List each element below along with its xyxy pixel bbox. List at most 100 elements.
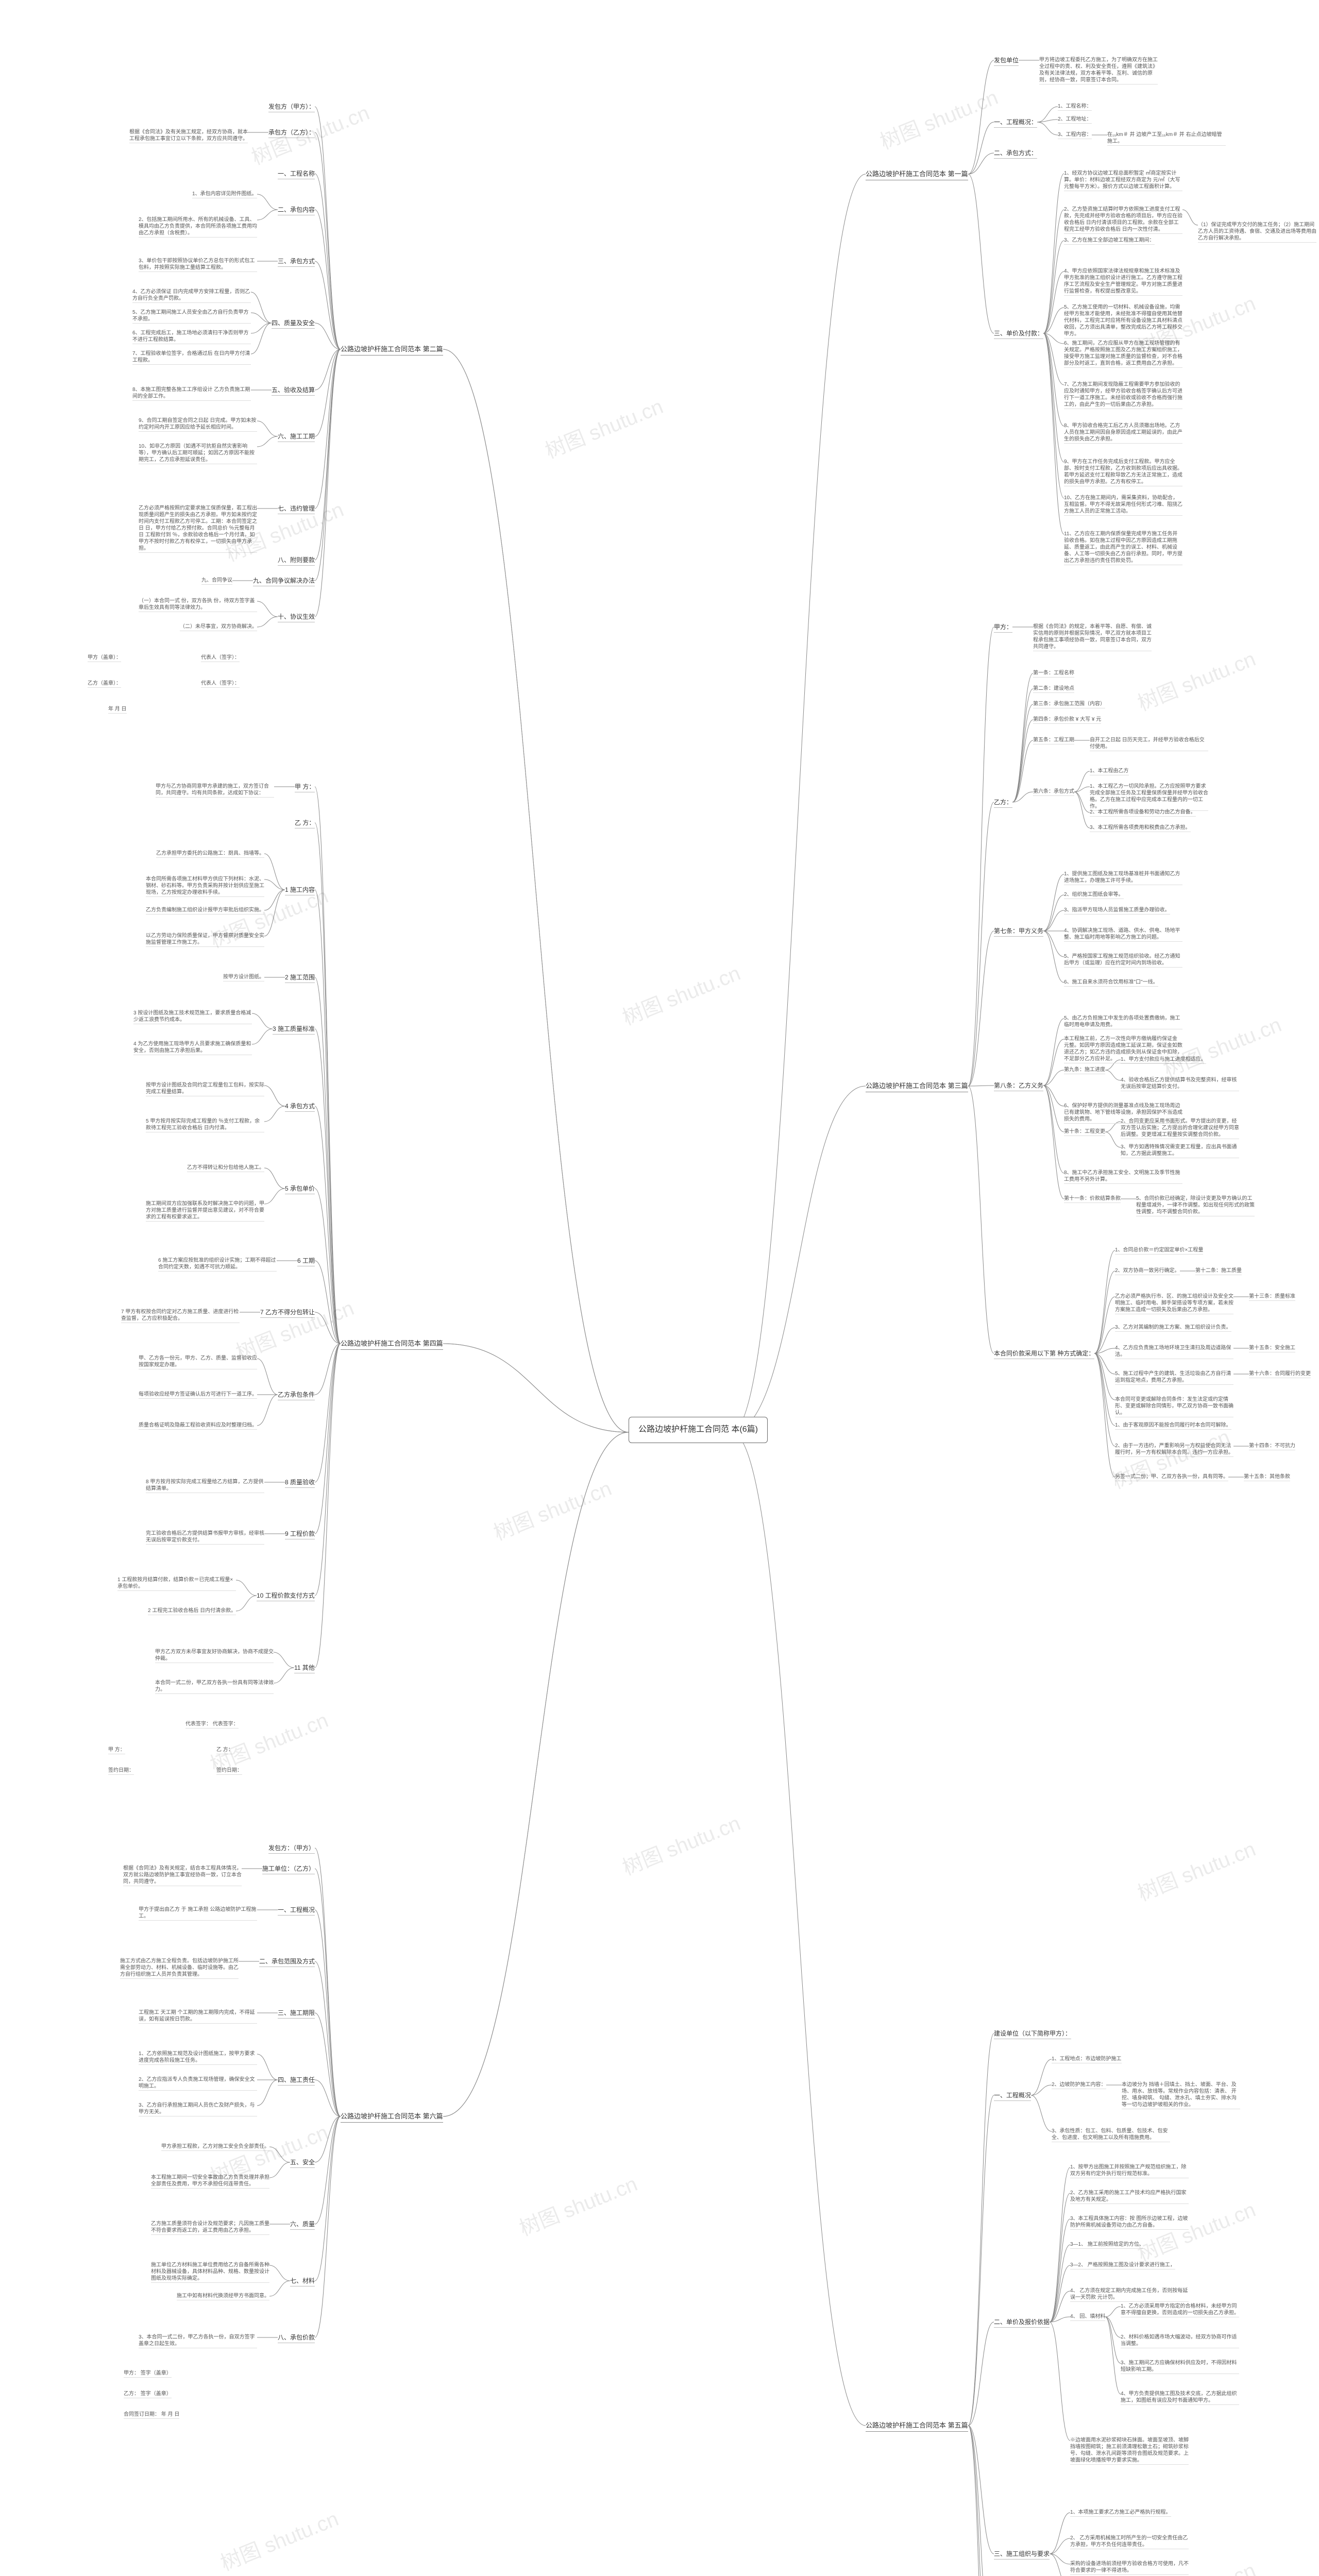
section: 发包方：（甲方） — [268, 1844, 315, 1854]
leaf: 1、本工程由乙方 — [1090, 768, 1129, 775]
leaf: 2、工程地址： — [1058, 116, 1092, 124]
section: 5 承包单价 — [285, 1185, 315, 1194]
leaf: 九、合同争议 — [201, 577, 232, 585]
leaf: 2 工程完工验收合格后 日内付清余款。 — [148, 1607, 236, 1615]
leaf: 3 按设计图纸及施工技术规范施工，要求质量合格减少返工浪费节约成本。 — [133, 1010, 252, 1024]
section: 10 工程价款支付方式 — [257, 1592, 315, 1601]
section: 八、承包价款 — [278, 2334, 315, 2343]
section: 一、工程概况 — [278, 1906, 315, 1916]
leaf: 按甲方设计图纸及合同约定工程量包工包料，按实际完成工程量结算。 — [146, 1082, 264, 1096]
section: 3 施工质量标准 — [273, 1025, 315, 1035]
leaf: 6 施工方案应按批准的组织设计实施；工期不得超过合同约定天数，如遇不可抗力顺延。 — [158, 1257, 277, 1272]
leaf: 根据《合同法》的规定，本着平等、自愿、有偿、诚实信用的原则并根据实际情况，甲乙双… — [1033, 623, 1152, 651]
leaf: 2、包括施工期间所用水、所有的机械设备、工具、模具均由乙方负责提供，本合同所须各… — [139, 216, 257, 238]
section: 1 施工内容 — [285, 886, 315, 895]
leaf: （1）保证完成甲方交付的施工任务；（2）施工期间乙方人员的工资待遇、食宿、交通及… — [1198, 222, 1316, 243]
leaf: 第十二条：施工质量 — [1195, 1267, 1242, 1275]
section: 五、验收及结算 — [272, 386, 315, 396]
leaf: 2、乙方垫资施工结算时甲方依照施工进度支付工程款，先完成并经甲方验收合格的项目后… — [1064, 206, 1182, 234]
leaf: （一）本合同一式 份，双方各执 份，待双方签字盖章后生效具有同等法律效力。 — [139, 598, 257, 612]
branch: 公路边坡护杆施工合同范本 第五篇 — [866, 2421, 968, 2432]
leaf: 3、乙方在施工全部边坡工程施工期间： — [1064, 237, 1155, 245]
sig: 代表签字： 代表签字： — [185, 1721, 239, 1728]
leaf: 3、指派甲方现场人员监督施工质量办理验收。 — [1064, 907, 1170, 914]
leaf: 8 甲方按月按实际完成工程量给乙方结算，乙方提供结算清单。 — [146, 1479, 264, 1493]
sig: 年 月 日 — [108, 706, 127, 714]
leaf: 自开工之日起 日历天完工，并经甲方验收合格后交付使用。 — [1090, 737, 1208, 751]
leaf: 乙方负责编制施工组织设计报甲方审批后组织实施。 — [146, 907, 264, 914]
leaf: 甲方将边坡工程委托乙方施工，为了明确双方在施工全过程中的责、权、利及安全责任，遵… — [1039, 57, 1158, 84]
leaf: 在₁₅km＃ 井 边坡产工至₁₅km＃ 并 右止点边坡暗管施工。 — [1107, 131, 1226, 146]
leaf: 5 甲方按月按实际完成工程量的 ％支付工程款，余款待工程完工验收合格后 日内付清… — [146, 1118, 264, 1132]
leaf: 乙方必须严格执行市、区、的施工组织设计及安全文明施工、临时用电、脚手架搭设等专项… — [1115, 1293, 1233, 1314]
leaf: 本工程施工期间一切安全事故由乙方负责处理并承担全部责任及费用，甲方不承担任何连带… — [151, 2174, 269, 2189]
leaf: ※边坡面用水泥砂浆砌块石抹面。坡面至坡顶、坡脚挡墙按图砌筑；施工前须清理松散土石… — [1070, 2437, 1189, 2465]
leaf: 第十一条：价款结算条款 — [1064, 1195, 1121, 1203]
section: 一、工程概况 — [994, 2092, 1031, 2101]
leaf: 本合同一式二份，甲乙双方各执一份具有同等法律效力。 — [155, 1680, 274, 1694]
leaf: 甲方与乙方协商同意甲方承建的施工，双方签订合同，共同遵守。均有共同条款，达成如下… — [156, 783, 274, 798]
leaf: 2、本工程所需各项设备和劳动力由乙方自备。 — [1090, 809, 1196, 817]
leaf: 3、乙方自行承担施工期间人员伤亡及财产损失，与甲方无关。 — [139, 2102, 257, 2116]
leaf: 第十条：工程变更 — [1064, 1128, 1105, 1136]
leaf: 第九条：施工进度 — [1064, 1066, 1105, 1074]
section: 发包单位 — [994, 57, 1019, 66]
leaf: 10、乙方在施工期间内，需采集资料，协助配合，互相监督。甲方不得无故采用任何形式… — [1064, 495, 1182, 516]
section: 4 承包方式 — [285, 1103, 315, 1112]
leaf: 2、边坡防护施工内容： — [1052, 2081, 1106, 2089]
leaf: 1、工程地点：市边坡防护施工 — [1052, 2056, 1122, 2063]
branch: 公路边坡护杆施工合同范本 第四篇 — [341, 1340, 443, 1350]
sig: 代表人（签字）： — [201, 654, 240, 662]
section: 三、单价及付款： — [994, 330, 1043, 339]
leaf: 完工验收合格后乙方提供结算书报甲方审核，经审核无误后按审定价款支付。 — [146, 1530, 264, 1545]
leaf: 1、由于客观原因不能按合同履行时本合同可解除。 — [1115, 1422, 1231, 1430]
leaf: 以乙方劳动力保险质量保证，甲方督察对质量安全实施监督管理工作施工方。 — [146, 933, 264, 947]
leaf: 每项验收应经甲方签证确认后方可进行下一道工序。 — [139, 1391, 257, 1399]
leaf: 3、工程内容： — [1058, 131, 1092, 139]
leaf: 第十三条：质量标准 — [1249, 1293, 1295, 1301]
leaf: 3、施工期间乙方应确保材料供应及时，不得因材料短缺影响工期。 — [1121, 2360, 1239, 2374]
sig: 代表人（签字）： — [201, 680, 240, 688]
leaf: 4、乙方必须保证 日内完成甲方安排工程量，否则乙方自行负全责产罚款。 — [132, 289, 251, 303]
section: 2 施工范围 — [285, 974, 315, 983]
leaf: 3、本工程所需各项费用和税费由乙方承担。 — [1090, 824, 1191, 832]
leaf: 2、乙方施工采用的施工工产技术均应严格执行国家及地方有关规定。 — [1070, 2190, 1189, 2204]
section: 发包方（甲方）： — [268, 103, 315, 112]
branch: 公路边坡护杆施工合同范本 第一篇 — [866, 170, 968, 180]
leaf: 4、甲方负责提供施工图及技术交底，乙方据此组织施工，如图纸有误应及时书面通知甲方… — [1121, 2391, 1239, 2405]
leaf: 1、甲方支付款应与施工进度相适应。 — [1121, 1056, 1206, 1064]
sig: 乙方（盖章）： — [88, 680, 121, 688]
leaf: 甲方乙方双方未尽事宜友好协商解决，协商不成提交仲裁。 — [155, 1649, 274, 1663]
leaf: 本合同所需各项施工材料甲方供应下列材料：水泥、钢材、砂石料等。甲方负责采购并按计… — [146, 876, 264, 897]
leaf: 7 甲方有权按合同约定对乙方施工质量、进度进行检查监督，乙方应积极配合。 — [121, 1309, 240, 1323]
leaf: 第四条：承包价款 ¥ 大写 ¥ 元 — [1033, 716, 1101, 724]
leaf: 5、乙方施工期间施工人员安全由乙方自行负责甲方不承担。 — [132, 309, 251, 324]
leaf: 3、承包性质：包工、包料、包质量、包技术、包安全、包进度、包文明施工以及所有措施… — [1052, 2128, 1170, 2142]
section: 八、附则要款 — [278, 556, 315, 566]
section: 二、承包范围及方式 — [259, 1958, 315, 1967]
leaf: 1、承包内容详见附件图纸。 — [192, 191, 257, 198]
branch: 公路边坡护杆施工合同范本 第二篇 — [341, 345, 443, 355]
sig: 乙方： 签字（盖章） — [124, 2391, 172, 2398]
leaf: 4、甲方应依照国家法律法规规章和施工技术标准及甲方批准的施工组织设计进行施工。乙… — [1064, 268, 1182, 296]
sig: 签约日期： — [108, 1767, 134, 1775]
leaf: 1、合同总价款＝约定固定单价×工程量 — [1115, 1247, 1203, 1255]
leaf: 甲、乙方各一份元，甲方、乙方、质量、监督验收应按国家规定办理。 — [139, 1355, 257, 1369]
leaf: 质量合格证明及隐蔽工程验收资料应及时整理归档。 — [139, 1422, 257, 1430]
section: 第八条：乙方义务 — [994, 1082, 1043, 1091]
leaf: 4、乙方应负责施工场地环境卫生清扫及周边道路保洁。 — [1115, 1345, 1233, 1359]
section: 七、违约管理 — [278, 505, 315, 514]
leaf: 8、施工中乙方承担施工安全、文明施工及季节性施工费用不另外计算。 — [1064, 1170, 1182, 1184]
leaf: 11、乙方应在工期内保质保量完成甲方施工任务并验收合格。如在施工过程中因乙方原因… — [1064, 531, 1182, 565]
section: 乙方： — [994, 799, 1012, 808]
leaf: 4、协调解决施工现场、道路、供水、供电、场地平整、施工临时用地等影响乙方施工的问… — [1064, 927, 1182, 942]
leaf: 1、乙方依照施工规范及设计图纸施工，按甲方要求进度完成各阶段施工任务。 — [139, 2050, 257, 2065]
section: 二、承包内容 — [278, 206, 315, 215]
leaf: 第二条：建设地点 — [1033, 685, 1074, 693]
leaf: 乙方必须严格按照约定要求施工保质保量，若工程出现质量问题产生的损失由乙方承担。甲… — [139, 505, 257, 553]
leaf: 4、验收合格后乙方提供结算书及完整资料，经审核无误后按审定结算价支付。 — [1121, 1077, 1239, 1091]
leaf: 1 工程款按月结算付款，结算价款＝已完成工程量×承包单价。 — [117, 1577, 236, 1591]
section: 六、质量 — [290, 2221, 315, 2230]
leaf: 另签一式二份；甲、乙双方各执一份，具有同等。 — [1115, 1473, 1228, 1481]
leaf: 2、乙方应指派专人负责施工现场管理，确保安全文明施工。 — [139, 2076, 257, 2091]
